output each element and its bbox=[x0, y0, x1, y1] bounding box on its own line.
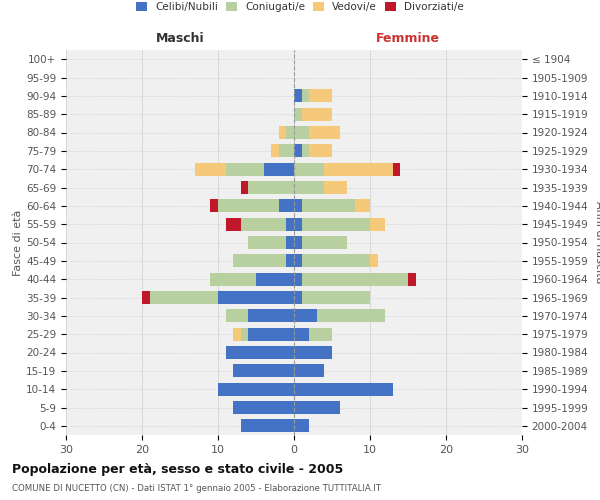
Bar bbox=[294, 89, 302, 102]
Bar bbox=[286, 218, 294, 231]
Bar bbox=[294, 382, 393, 396]
Bar bbox=[294, 364, 325, 378]
Bar bbox=[241, 419, 294, 432]
Bar bbox=[271, 144, 279, 158]
Bar bbox=[233, 401, 294, 414]
Bar bbox=[294, 162, 325, 176]
Bar bbox=[294, 291, 302, 304]
Bar bbox=[294, 236, 302, 249]
Bar bbox=[393, 162, 400, 176]
Bar bbox=[286, 236, 294, 249]
Bar bbox=[241, 218, 286, 231]
Y-axis label: Anni di nascita: Anni di nascita bbox=[594, 201, 600, 284]
Bar bbox=[294, 419, 309, 432]
Bar bbox=[294, 272, 302, 286]
Bar bbox=[241, 181, 248, 194]
Bar bbox=[248, 328, 294, 341]
Bar bbox=[294, 181, 325, 194]
Bar bbox=[263, 162, 294, 176]
Bar bbox=[317, 309, 385, 322]
Bar bbox=[233, 254, 286, 268]
Bar bbox=[294, 254, 302, 268]
Bar bbox=[302, 236, 347, 249]
Bar bbox=[294, 126, 309, 139]
Legend: Celibi/Nubili, Coniugati/e, Vedovi/e, Divorziati/e: Celibi/Nubili, Coniugati/e, Vedovi/e, Di… bbox=[134, 0, 466, 14]
Bar bbox=[294, 401, 340, 414]
Bar bbox=[279, 126, 286, 139]
Bar bbox=[226, 309, 248, 322]
Bar bbox=[294, 309, 317, 322]
Bar bbox=[226, 346, 294, 359]
Bar bbox=[302, 199, 355, 212]
Bar bbox=[302, 291, 370, 304]
Bar bbox=[248, 309, 294, 322]
Bar bbox=[309, 89, 332, 102]
Text: Femmine: Femmine bbox=[376, 32, 440, 44]
Bar bbox=[408, 272, 416, 286]
Bar bbox=[256, 272, 294, 286]
Bar bbox=[286, 254, 294, 268]
Bar bbox=[355, 199, 370, 212]
Bar bbox=[325, 162, 393, 176]
Y-axis label: Fasce di età: Fasce di età bbox=[13, 210, 23, 276]
Bar bbox=[211, 272, 256, 286]
Text: Maschi: Maschi bbox=[155, 32, 205, 44]
Bar bbox=[294, 144, 302, 158]
Bar bbox=[195, 162, 226, 176]
Bar bbox=[218, 382, 294, 396]
Bar bbox=[294, 199, 302, 212]
Bar bbox=[218, 291, 294, 304]
Bar bbox=[241, 328, 248, 341]
Bar bbox=[248, 181, 294, 194]
Bar bbox=[226, 218, 241, 231]
Bar bbox=[370, 254, 377, 268]
Bar bbox=[309, 328, 332, 341]
Bar bbox=[302, 108, 332, 121]
Bar bbox=[233, 328, 241, 341]
Bar bbox=[226, 162, 263, 176]
Bar bbox=[294, 218, 302, 231]
Bar bbox=[309, 144, 332, 158]
Text: COMUNE DI NUCETTO (CN) - Dati ISTAT 1° gennaio 2005 - Elaborazione TUTTITALIA.IT: COMUNE DI NUCETTO (CN) - Dati ISTAT 1° g… bbox=[12, 484, 381, 493]
Bar bbox=[302, 89, 309, 102]
Bar bbox=[294, 328, 309, 341]
Bar bbox=[302, 144, 309, 158]
Bar bbox=[286, 126, 294, 139]
Bar bbox=[294, 346, 332, 359]
Bar bbox=[279, 144, 294, 158]
Bar bbox=[302, 218, 370, 231]
Bar bbox=[302, 272, 408, 286]
Bar bbox=[218, 199, 279, 212]
Bar bbox=[142, 291, 149, 304]
Bar bbox=[302, 254, 370, 268]
Text: Popolazione per età, sesso e stato civile - 2005: Popolazione per età, sesso e stato civil… bbox=[12, 462, 343, 475]
Bar bbox=[294, 108, 302, 121]
Bar bbox=[211, 199, 218, 212]
Bar bbox=[325, 181, 347, 194]
Bar bbox=[309, 126, 340, 139]
Bar bbox=[149, 291, 218, 304]
Bar bbox=[233, 364, 294, 378]
Bar bbox=[370, 218, 385, 231]
Bar bbox=[248, 236, 286, 249]
Bar bbox=[279, 199, 294, 212]
